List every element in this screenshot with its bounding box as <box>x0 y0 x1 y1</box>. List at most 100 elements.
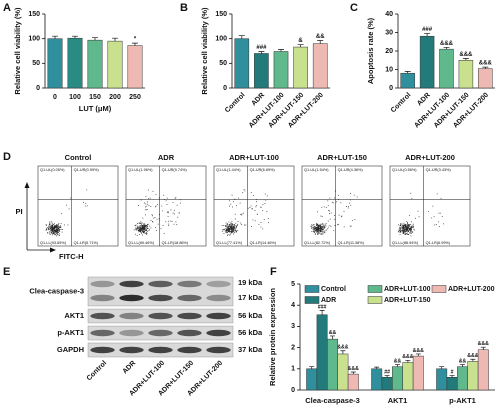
event-dot <box>237 230 239 232</box>
event-dot <box>407 223 408 224</box>
y-axis-label: Apoptosis rate (%) <box>366 17 375 84</box>
blot-band <box>148 294 173 302</box>
event-dot <box>252 219 254 221</box>
y-tick-label: 150 <box>215 11 227 18</box>
blot-band <box>206 312 231 320</box>
legend-label: ADR <box>321 297 336 304</box>
panel-letter: A <box>3 2 11 14</box>
y-tick-label: 30 <box>385 29 393 36</box>
event-dot <box>50 232 52 234</box>
event-dot <box>321 224 323 225</box>
significance-mark: &&& <box>479 61 493 67</box>
event-dot <box>56 232 58 234</box>
event-dot <box>350 193 351 194</box>
event-dot <box>332 202 334 204</box>
event-dot <box>51 232 52 233</box>
event-dot <box>49 222 51 224</box>
y-tick-label: 100 <box>215 36 227 43</box>
event-dot <box>228 224 230 226</box>
significance-mark: & <box>298 38 303 44</box>
event-dot <box>175 221 177 223</box>
event-dot <box>234 198 236 200</box>
event-dot <box>140 229 142 230</box>
event-dot <box>56 233 58 235</box>
event-dot <box>231 232 233 234</box>
event-dot <box>318 227 319 228</box>
event-dot <box>145 203 147 205</box>
error-bar <box>480 346 486 350</box>
protein-label: Clea-caspase-3 <box>29 286 84 295</box>
event-dot <box>231 221 233 223</box>
event-dot <box>402 227 403 228</box>
event-dot <box>177 216 179 218</box>
event-dot <box>404 226 406 228</box>
event-dot <box>162 210 164 212</box>
event-dot <box>227 231 229 232</box>
event-dot <box>325 229 327 231</box>
event-dot <box>51 229 53 230</box>
event-dot <box>230 203 232 205</box>
event-dot <box>411 198 413 199</box>
blot-band <box>206 280 231 288</box>
event-dot <box>224 230 226 232</box>
legend-label: ADR+LUT-100 <box>384 286 431 293</box>
event-dot <box>317 233 319 235</box>
event-dot <box>316 229 317 231</box>
event-dot <box>400 224 401 226</box>
event-dot <box>230 222 232 224</box>
event-dot <box>146 209 148 211</box>
event-dot <box>57 226 59 227</box>
event-dot <box>52 226 53 227</box>
event-dot <box>226 230 228 231</box>
event-dot <box>314 226 316 227</box>
event-dot <box>152 221 154 223</box>
error-bar <box>395 364 400 367</box>
bar <box>439 48 454 89</box>
event-dot <box>143 224 145 226</box>
event-dot <box>407 230 409 231</box>
event-dot <box>229 230 231 232</box>
event-dot <box>57 228 59 230</box>
event-dot <box>405 233 407 234</box>
event-dot <box>231 226 233 228</box>
event-dot <box>178 212 180 214</box>
event-dot <box>144 229 146 231</box>
event-dot <box>230 227 232 228</box>
event-dot <box>141 228 143 230</box>
event-dot <box>140 231 142 233</box>
event-dot <box>230 230 232 232</box>
event-dot <box>401 223 403 225</box>
event-dot <box>254 210 256 211</box>
event-dot <box>57 230 59 232</box>
event-dot <box>410 227 411 229</box>
event-dot <box>241 213 243 215</box>
event-dot <box>408 227 409 229</box>
event-dot <box>402 230 404 232</box>
event-dot <box>230 233 232 234</box>
event-dot <box>317 226 319 228</box>
event-dot <box>139 222 141 224</box>
event-dot <box>57 233 59 235</box>
event-dot <box>135 224 137 226</box>
event-dot <box>349 204 351 206</box>
event-dot <box>59 235 60 236</box>
event-dot <box>57 223 59 225</box>
event-dot <box>167 223 169 225</box>
quadrant-label: Q1-LL(88.94%) <box>392 241 419 245</box>
event-dot <box>320 228 322 229</box>
event-dot <box>341 215 343 217</box>
event-dot <box>267 218 269 220</box>
event-dot <box>324 232 325 234</box>
event-dot <box>401 229 403 231</box>
event-dot <box>405 234 407 235</box>
event-dot <box>162 225 164 227</box>
event-dot <box>52 226 53 228</box>
event-dot <box>233 231 235 233</box>
event-dot <box>316 229 318 231</box>
event-dot <box>403 232 405 234</box>
event-dot <box>340 202 342 204</box>
event-dot <box>260 226 262 228</box>
event-dot <box>226 226 228 228</box>
event-dot <box>235 230 236 232</box>
